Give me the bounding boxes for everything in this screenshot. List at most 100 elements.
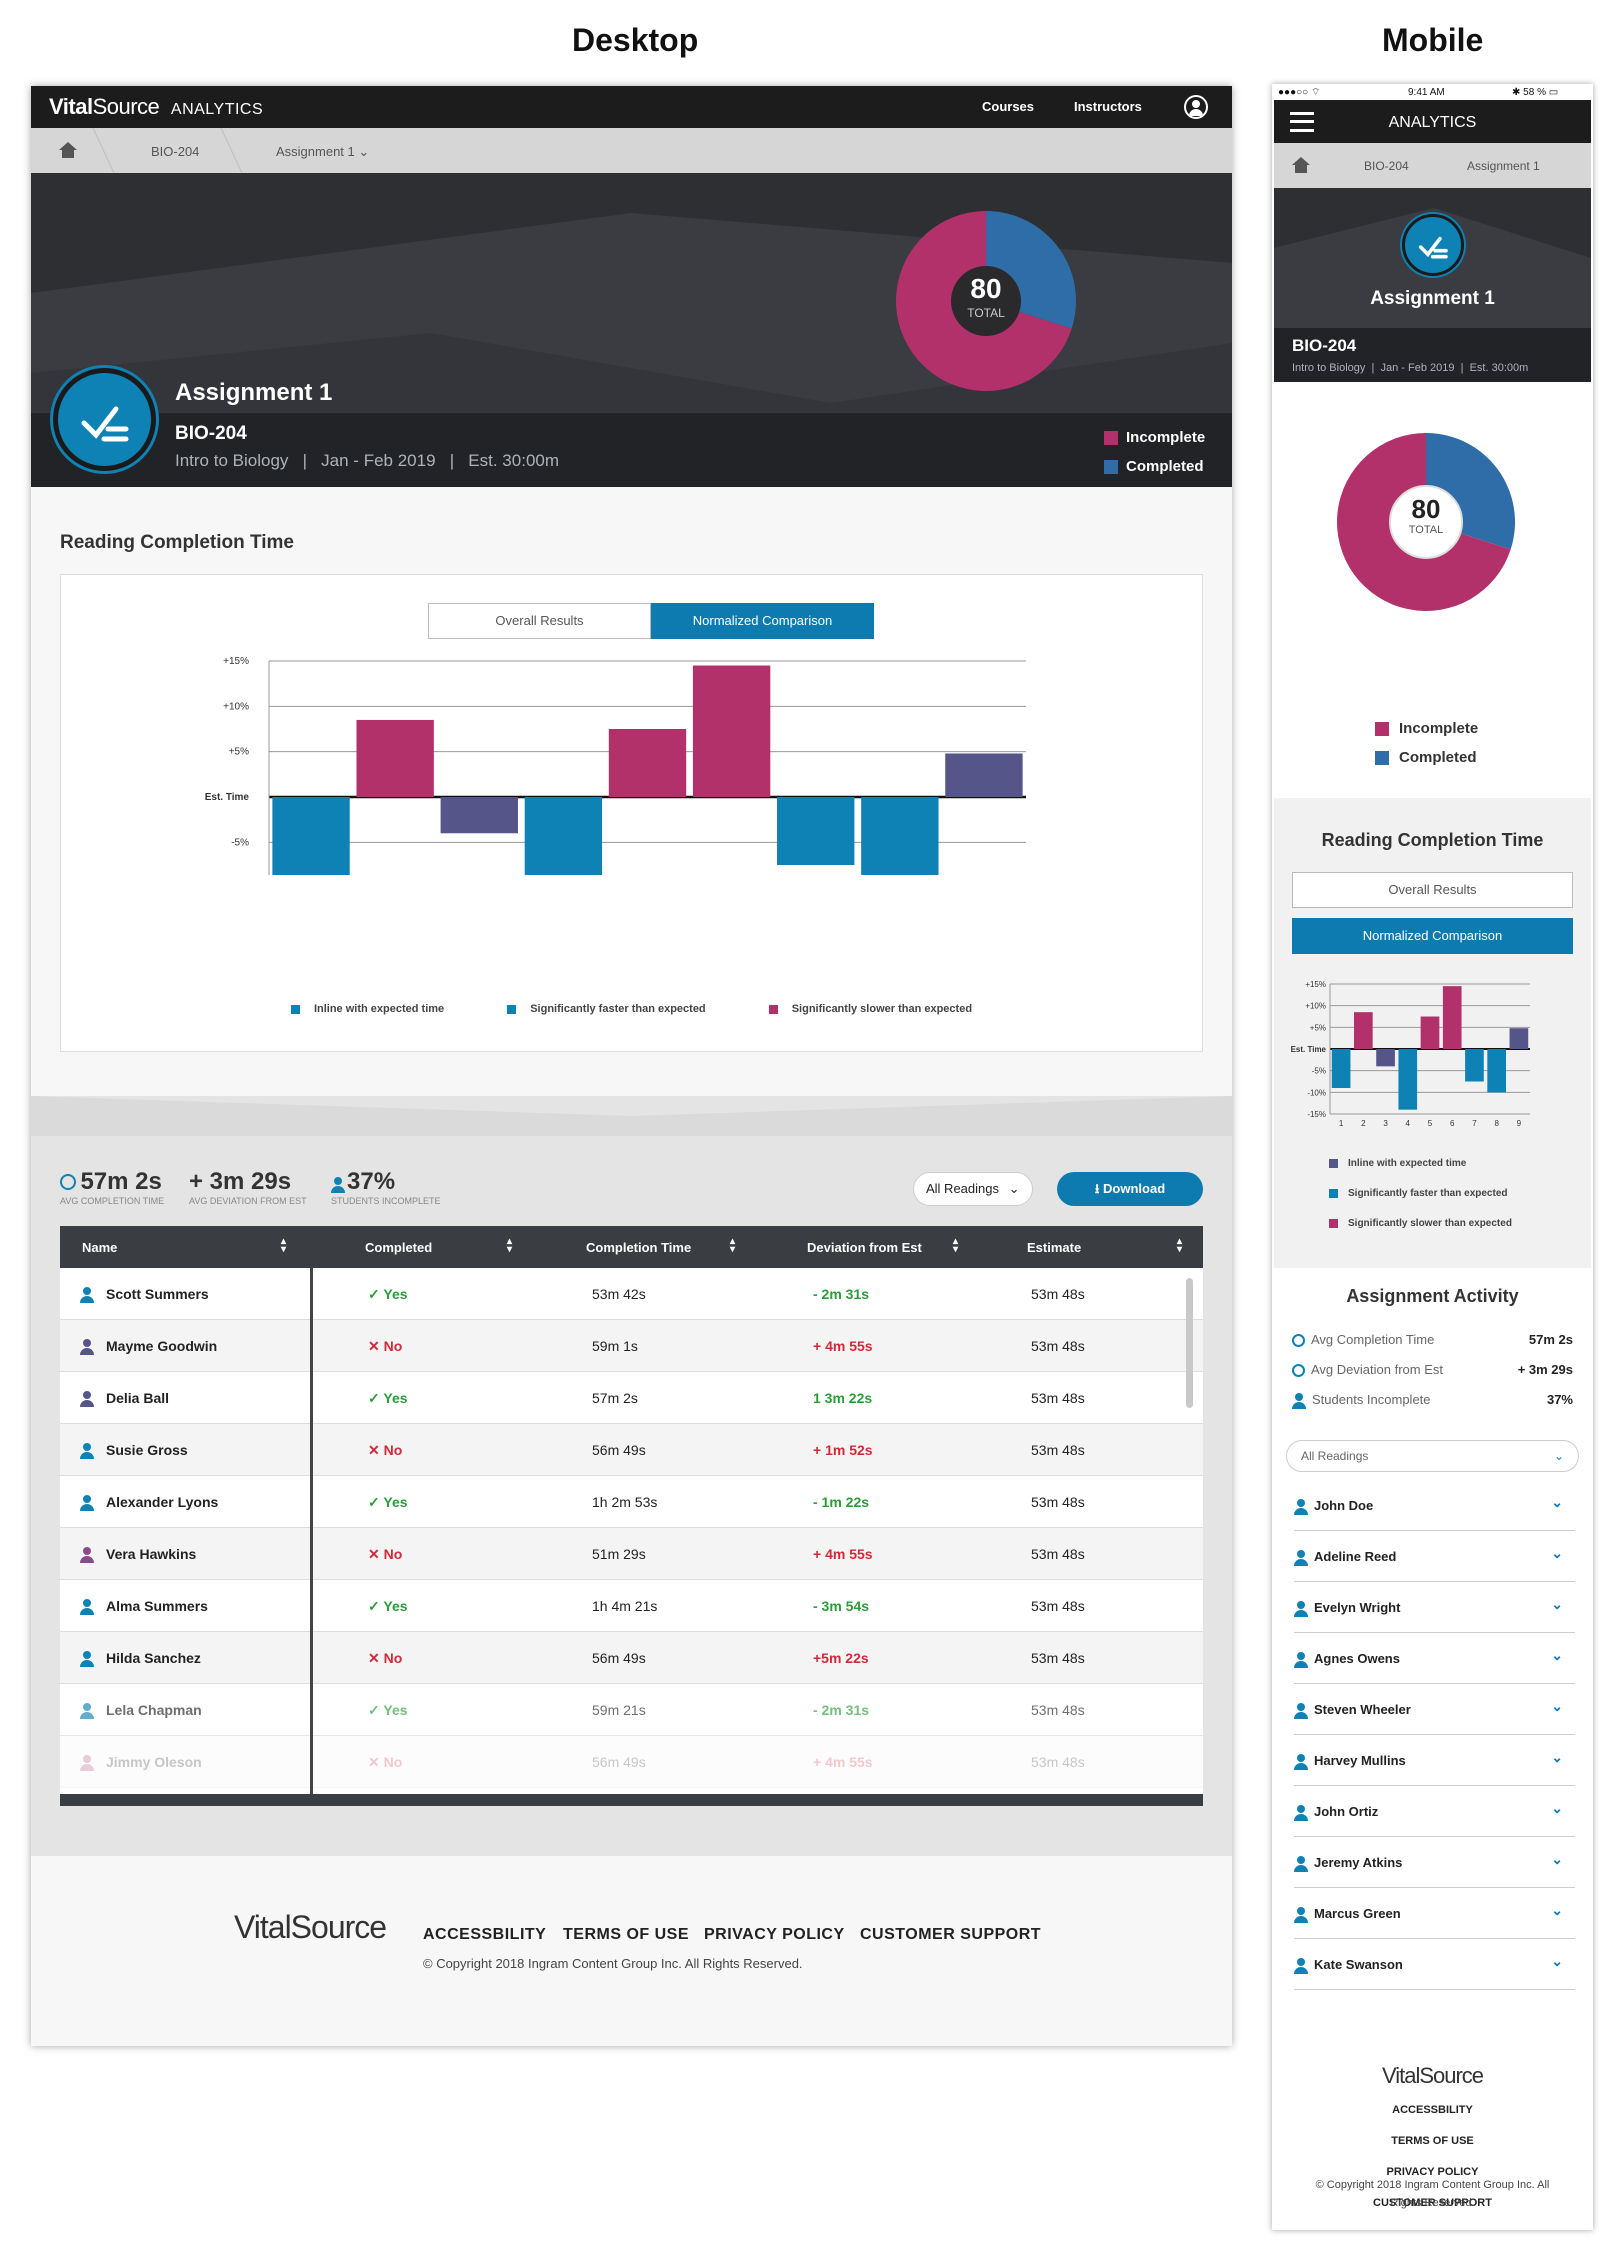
bar-9[interactable] [1509, 1028, 1529, 1049]
cell-name[interactable]: Jimmy Oleson [80, 1736, 202, 1788]
mobile-student-item[interactable]: Kate Swanson ⌄ [1294, 1939, 1575, 1990]
mobile-breadcrumb-course[interactable]: BIO-204 [1364, 159, 1409, 173]
bar-9[interactable] [945, 753, 1023, 797]
mobile-student-item[interactable]: John Doe ⌄ [1294, 1480, 1575, 1531]
cell-name[interactable]: Lela Chapman [80, 1684, 202, 1736]
breadcrumb-assignment[interactable]: Assignment 1 ⌄ [276, 144, 370, 159]
bar-6[interactable] [692, 665, 771, 797]
chevron-down-icon[interactable]: ⌄ [1551, 1545, 1563, 1561]
sort-icon[interactable]: ▴ ▾ [953, 1236, 959, 1255]
bar-7[interactable] [1465, 1049, 1484, 1082]
toggle-overall[interactable]: Overall Results [428, 603, 651, 639]
bar-5[interactable] [1420, 1016, 1440, 1050]
nav-instructors[interactable]: Instructors [1074, 99, 1142, 114]
sort-icon[interactable]: ▴ ▾ [507, 1236, 513, 1255]
download-button[interactable]: ⭳ Download [1057, 1172, 1203, 1206]
footer-support[interactable]: CUSTOMER SUPPORT [860, 1926, 1042, 1943]
cell-name[interactable]: Scott Summers [80, 1268, 209, 1320]
chevron-down-icon[interactable]: ⌄ [1551, 1596, 1563, 1612]
bar-4[interactable] [524, 797, 603, 875]
bar-8[interactable] [861, 797, 939, 875]
bar-5[interactable] [608, 729, 687, 797]
bar-3[interactable] [1376, 1049, 1395, 1067]
bar-1[interactable] [1331, 1049, 1351, 1088]
mobile-student-item[interactable]: Jeremy Atkins ⌄ [1294, 1837, 1575, 1888]
header-estimate[interactable]: Estimate [1027, 1240, 1082, 1255]
cell-completed: ✓ Yes [368, 1286, 408, 1302]
table-scrollbar[interactable] [1186, 1278, 1193, 1408]
chevron-down-icon[interactable]: ⌄ [1551, 1851, 1563, 1867]
cell-name[interactable]: Alexander Lyons [80, 1476, 218, 1528]
bar-7[interactable] [777, 797, 855, 865]
mobile-student-item[interactable]: Agnes Owens ⌄ [1294, 1633, 1575, 1684]
mobile-toggle-normalized[interactable]: Normalized Comparison [1292, 918, 1573, 954]
brand-logo[interactable]: VitalSource ANALYTICS [49, 94, 264, 119]
nav-courses[interactable]: Courses [982, 99, 1035, 114]
table-row[interactable]: Scott Summers ✓ Yes 53m 42s - 2m 31s 53m… [60, 1268, 1203, 1320]
bar-1[interactable] [272, 797, 350, 875]
header-deviation[interactable]: Deviation from Est [807, 1240, 922, 1255]
bar-8[interactable] [1487, 1049, 1506, 1093]
cell-name[interactable]: Vera Hawkins [80, 1528, 196, 1580]
chevron-down-icon[interactable]: ⌄ [1551, 1698, 1563, 1714]
header-name[interactable]: Name [82, 1240, 118, 1255]
footer-accessibility[interactable]: ACCESSBILITY [423, 1926, 547, 1943]
mobile-student-item[interactable]: Harvey Mullins ⌄ [1294, 1735, 1575, 1786]
bar-4[interactable] [1398, 1049, 1418, 1110]
user-circle-icon[interactable] [1184, 95, 1208, 119]
breadcrumb-course[interactable]: BIO-204 [151, 144, 200, 159]
mobile-student-item[interactable]: John Ortiz ⌄ [1294, 1786, 1575, 1837]
mobile-student-item[interactable]: Marcus Green ⌄ [1294, 1888, 1575, 1939]
bar-2[interactable] [1354, 1012, 1373, 1049]
chevron-down-icon[interactable]: ⌄ [1551, 1647, 1563, 1663]
chevron-down-icon[interactable]: ⌄ [1551, 1749, 1563, 1765]
toggle-normalized[interactable]: Normalized Comparison [651, 603, 874, 639]
sort-icon[interactable]: ▴ ▾ [281, 1236, 287, 1255]
footer-terms[interactable]: TERMS OF USE [563, 1926, 690, 1943]
sort-icon[interactable]: ▴ ▾ [730, 1236, 736, 1255]
cell-name[interactable]: Hilda Sanchez [80, 1632, 201, 1684]
mobile-footer-terms[interactable]: TERMS OF USE [1391, 2135, 1474, 2147]
bar-2[interactable] [356, 719, 434, 797]
cell-name[interactable]: Mayme Goodwin [80, 1320, 217, 1372]
table-row[interactable]: Jimmy Oleson ✕ No 56m 49s + 4m 55s 53m 4… [60, 1736, 1203, 1788]
table-row[interactable]: Mayme Goodwin ✕ No 59m 1s + 4m 55s 53m 4… [60, 1320, 1203, 1372]
mobile-footer-privacy[interactable]: PRIVACY POLICY [1386, 2166, 1479, 2178]
mobile-toggle-overall[interactable]: Overall Results [1292, 872, 1573, 908]
header-completed[interactable]: Completed [365, 1240, 433, 1255]
sort-icon[interactable]: ▴ ▾ [1177, 1236, 1183, 1255]
cell-name[interactable]: Delia Ball [80, 1372, 169, 1424]
cell-name[interactable]: Alma Summers [80, 1580, 208, 1632]
mobile-readings-select[interactable]: All Readings ⌄ [1286, 1440, 1579, 1472]
table-row[interactable]: Lela Chapman ✓ Yes 59m 21s - 2m 31s 53m … [60, 1684, 1203, 1736]
header-time[interactable]: Completion Time [586, 1240, 692, 1255]
hamburger-menu-icon[interactable] [1290, 112, 1314, 132]
bar-3[interactable] [440, 797, 518, 834]
mobile-footer-support[interactable]: CUSTOMER SUPPORT [1373, 2197, 1492, 2209]
home-icon[interactable] [1292, 157, 1310, 173]
cell-estimate: 53m 48s [1031, 1650, 1085, 1666]
chevron-down-icon[interactable]: ⌄ [1551, 1494, 1563, 1510]
mobile-student-item[interactable]: Adeline Reed ⌄ [1294, 1531, 1575, 1582]
mobile-breadcrumb-assignment[interactable]: Assignment 1 [1467, 159, 1540, 173]
table-row[interactable]: Hilda Sanchez ✕ No 56m 49s +5m 22s 53m 4… [60, 1632, 1203, 1684]
home-icon[interactable] [59, 142, 77, 158]
mobile-footer-accessibility[interactable]: ACCESSBILITY [1392, 2104, 1473, 2116]
mobile-footer-logo[interactable]: VitalSource [1381, 2063, 1484, 2088]
readings-select[interactable]: All Readings ⌄ [913, 1172, 1033, 1206]
chevron-down-icon[interactable]: ⌄ [1551, 1902, 1563, 1918]
student-icon [80, 1287, 94, 1304]
mobile-student-item[interactable]: Evelyn Wright ⌄ [1294, 1582, 1575, 1633]
table-row[interactable]: Susie Gross ✕ No 56m 49s + 1m 52s 53m 48… [60, 1424, 1203, 1476]
chevron-down-icon[interactable]: ⌄ [1551, 1800, 1563, 1816]
bar-6[interactable] [1442, 986, 1462, 1049]
footer-logo[interactable]: VitalSource [234, 1909, 387, 1945]
table-row[interactable]: Alma Summers ✓ Yes 1h 4m 21s - 3m 54s 53… [60, 1580, 1203, 1632]
table-row[interactable]: Delia Ball ✓ Yes 57m 2s 1 3m 22s 53m 48s [60, 1372, 1203, 1424]
table-row[interactable]: Vera Hawkins ✕ No 51m 29s + 4m 55s 53m 4… [60, 1528, 1203, 1580]
cell-name[interactable]: Susie Gross [80, 1424, 188, 1476]
chevron-down-icon[interactable]: ⌄ [1551, 1953, 1563, 1969]
table-row[interactable]: Alexander Lyons ✓ Yes 1h 2m 53s - 1m 22s… [60, 1476, 1203, 1528]
footer-privacy[interactable]: PRIVACY POLICY [704, 1926, 845, 1943]
mobile-student-item[interactable]: Steven Wheeler ⌄ [1294, 1684, 1575, 1735]
